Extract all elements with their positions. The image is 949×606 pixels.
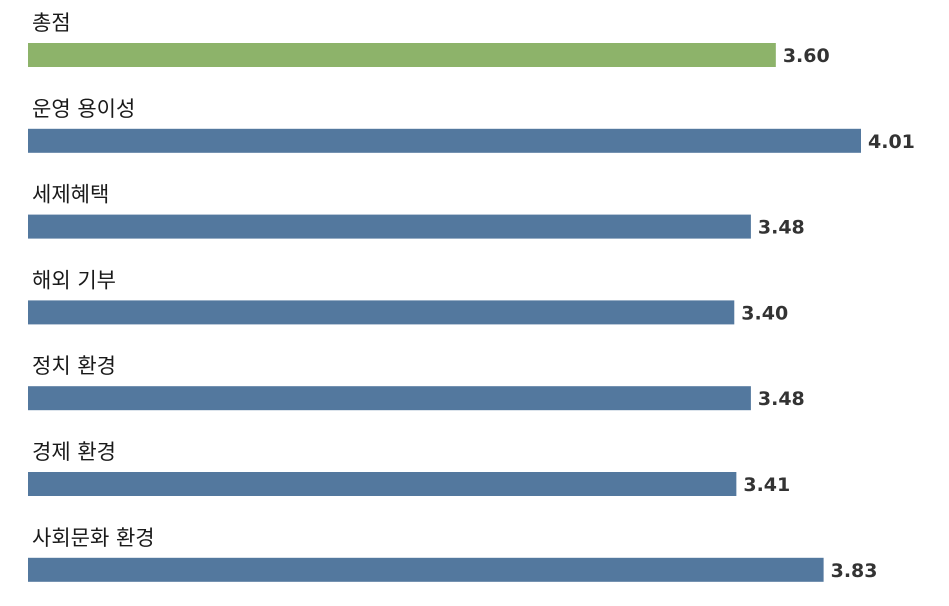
value-label: 3.60 — [783, 45, 830, 67]
category-label: 경제 환경 — [32, 440, 116, 464]
value-label: 3.41 — [743, 474, 790, 496]
bar-total — [28, 43, 776, 67]
category-label: 세제혜택 — [32, 183, 109, 207]
bar — [28, 214, 751, 239]
value-label: 3.83 — [831, 560, 878, 582]
value-label: 3.48 — [758, 388, 805, 410]
bar — [28, 557, 824, 582]
category-label: 운영 용이성 — [32, 97, 135, 121]
value-label: 3.40 — [741, 302, 788, 324]
category-label: 해외 기부 — [32, 268, 116, 292]
bar — [28, 300, 735, 325]
category-label: 총점 — [32, 11, 71, 35]
bar — [28, 386, 751, 411]
value-label: 3.48 — [758, 217, 805, 239]
bar — [28, 472, 737, 496]
value-label: 4.01 — [868, 131, 915, 153]
category-label: 사회문화 환경 — [32, 526, 155, 550]
bar — [28, 128, 861, 153]
category-label: 정치 환경 — [32, 354, 116, 378]
